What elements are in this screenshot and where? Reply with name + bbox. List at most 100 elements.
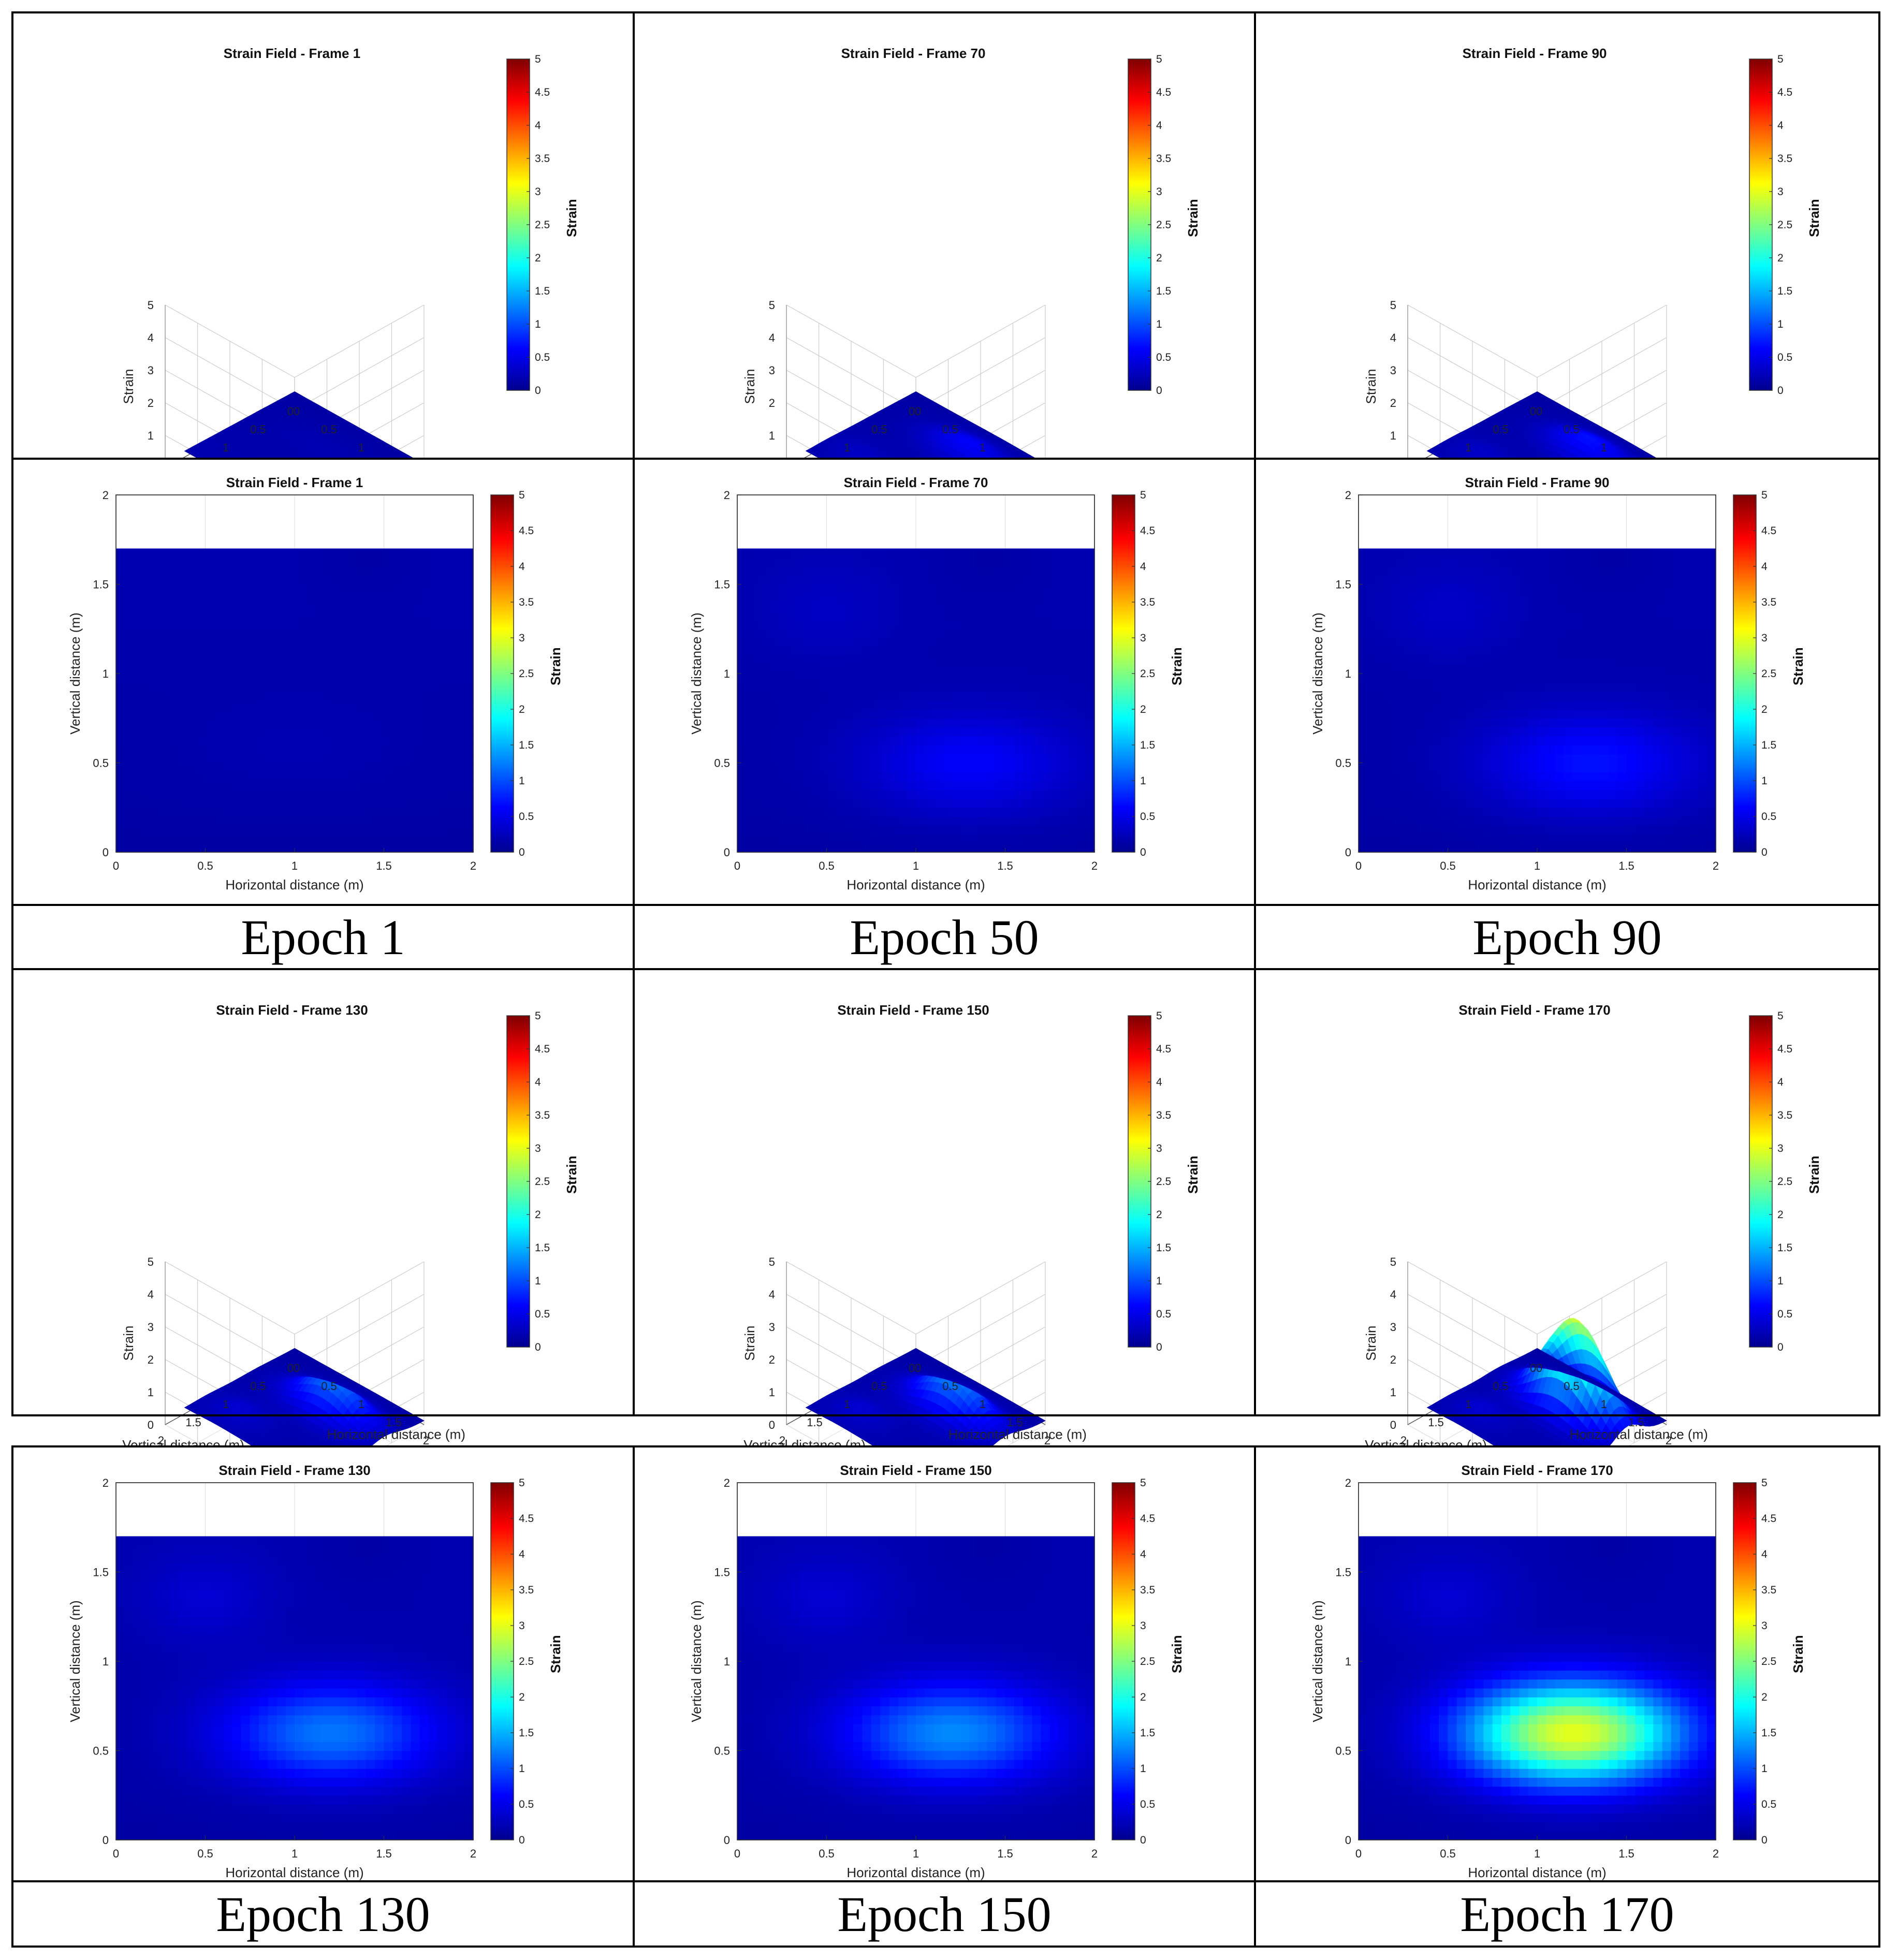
heatmap-cell — [285, 771, 295, 781]
heatmap-cell — [295, 825, 304, 835]
heatmap-cell — [764, 628, 773, 638]
heatmap-cell — [817, 674, 827, 683]
heatmap-cell — [916, 709, 926, 719]
heatmap-cell — [134, 548, 143, 558]
heatmap-cell — [880, 602, 890, 612]
heatmap-cell — [259, 763, 269, 772]
heatmap-cell — [987, 611, 997, 621]
heatmap-cell — [134, 771, 143, 781]
heatmap-cell — [285, 781, 295, 791]
heatmap-cell — [214, 611, 224, 621]
heatmap-cell — [464, 843, 474, 853]
colorbar-tick-label: 0 — [1156, 385, 1162, 397]
heatmap-cell — [312, 763, 322, 772]
heatmap-cell — [196, 754, 206, 764]
heatmap-cell — [134, 798, 143, 808]
heatmap-cell — [402, 575, 412, 585]
heatmap-cell — [1023, 593, 1033, 603]
heatmap-cell — [1049, 771, 1059, 781]
heatmap-cell — [1049, 781, 1059, 791]
heatmap-cell — [295, 584, 304, 594]
heatmap-cell — [764, 620, 773, 630]
heatmap-cell — [384, 825, 393, 835]
heatmap-cell — [402, 682, 412, 692]
heatmap-cell — [357, 557, 367, 567]
heatmap-cell — [782, 825, 792, 835]
heatmap-cell — [419, 691, 429, 701]
y-tick-label: 1 — [844, 441, 850, 454]
heatmap-cell — [375, 647, 385, 656]
heatmap-cell — [942, 798, 952, 808]
heatmap-cell — [152, 691, 162, 701]
heatmap-cell — [862, 816, 872, 826]
heatmap-cell — [411, 789, 420, 799]
heatmap-cell — [1068, 771, 1077, 781]
heatmap-cell — [1367, 557, 1377, 567]
heatmap-cell — [169, 834, 179, 844]
heatmap-cell — [737, 682, 747, 692]
heatmap-cell — [446, 834, 456, 844]
heatmap-cell — [835, 664, 845, 674]
heatmap-cell — [844, 593, 854, 603]
heatmap-cell — [321, 825, 331, 835]
heatmap-cell — [392, 798, 402, 808]
heatmap-cell — [187, 620, 197, 630]
heatmap-cell — [1059, 816, 1069, 826]
heatmap-cell — [134, 584, 143, 594]
heatmap-cell — [835, 798, 845, 808]
heatmap-cell — [134, 843, 143, 853]
heatmap-cell — [142, 816, 152, 826]
heatmap-cell — [366, 825, 376, 835]
heatmap-cell — [187, 647, 197, 656]
heatmap-cell — [411, 727, 420, 737]
heatmap-cell — [276, 548, 286, 558]
heatmap-cell — [428, 647, 438, 656]
heatmap-cell — [285, 825, 295, 835]
heatmap-cell — [348, 745, 358, 755]
heatmap-cell — [889, 843, 899, 853]
heatmap-cell — [898, 825, 908, 835]
heatmap-cell — [241, 754, 251, 764]
heatmap-cell — [232, 718, 242, 728]
heatmap-cell — [1049, 575, 1059, 585]
heatmap-cell — [782, 557, 792, 567]
heatmap-cell — [737, 557, 747, 567]
heatmap-cell — [455, 736, 465, 745]
heatmap-cell — [871, 611, 881, 621]
heatmap-cell — [1041, 647, 1050, 656]
z-axis-label: Strain — [742, 369, 757, 404]
heatmap-cell — [809, 575, 819, 585]
x-tick-label: 2 — [1091, 859, 1098, 872]
heatmap-cell — [295, 709, 304, 719]
heatmap-cell — [446, 745, 456, 755]
heatmap-cell — [116, 807, 126, 817]
heatmap-cell — [1076, 575, 1086, 585]
heatmap-cell — [809, 664, 819, 674]
heatmap-cell — [384, 664, 393, 674]
heatmap-cell — [464, 584, 474, 594]
heatmap-cell — [978, 611, 988, 621]
heatmap-cell — [916, 566, 926, 576]
heatmap-cell — [1014, 638, 1024, 648]
heatmap-cell — [782, 834, 792, 844]
heatmap-cell — [764, 718, 773, 728]
heatmap-cell — [1059, 682, 1069, 692]
heatmap-cell — [214, 745, 224, 755]
heatmap-cell — [375, 584, 385, 594]
heatmap-cell — [160, 763, 170, 772]
heatmap-cell — [898, 700, 908, 710]
heatmap-cell — [907, 700, 916, 710]
heatmap-cell — [152, 611, 162, 621]
heatmap-cell — [764, 754, 773, 764]
heatmap-cell — [996, 816, 1006, 826]
heatmap-cell — [1023, 548, 1033, 558]
colorbar-tick-label: 3.5 — [1140, 596, 1155, 608]
heatmap-cell — [1014, 798, 1024, 808]
heatmap-cell — [321, 745, 331, 755]
heatmap-cell — [241, 718, 251, 728]
heatmap-cell — [996, 834, 1006, 844]
heatmap-cell — [1367, 584, 1377, 594]
heatmap-cell — [764, 816, 773, 826]
heatmap-cell — [907, 718, 916, 728]
heatmap-cell — [871, 638, 881, 648]
